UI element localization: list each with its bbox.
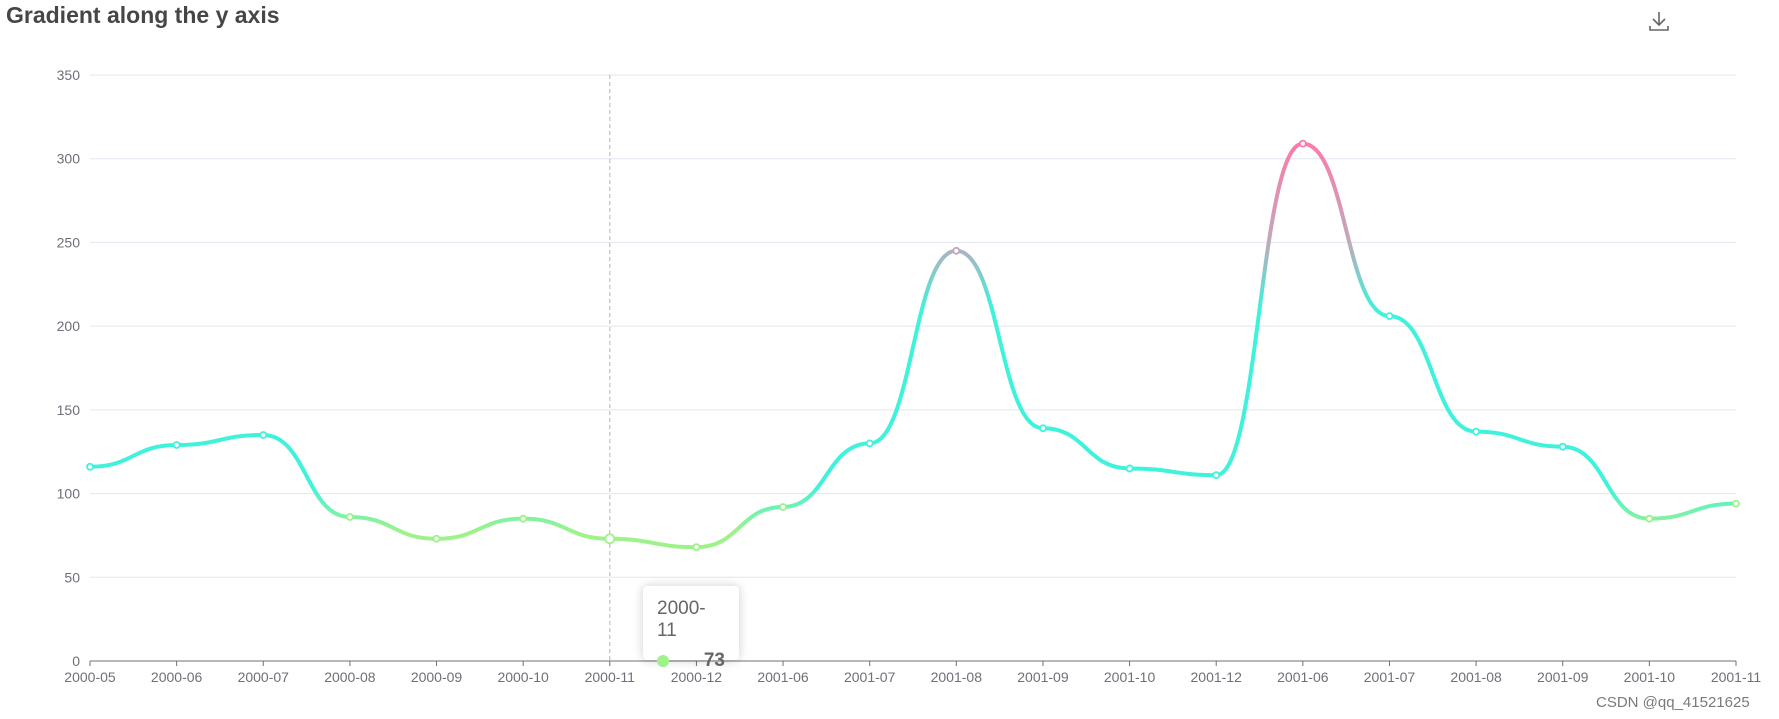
watermark: CSDN @qq_41521625	[1596, 694, 1750, 711]
tooltip: 2000-11 73	[643, 586, 739, 671]
series-line	[89, 141, 1737, 550]
x-tick-label: 2001-07	[1364, 669, 1416, 685]
x-tick-label: 2000-05	[64, 669, 116, 685]
data-point[interactable]	[952, 246, 961, 255]
y-tick-label: 50	[64, 569, 80, 585]
data-point[interactable]	[1298, 139, 1307, 148]
x-tick-label: 2001-08	[931, 669, 983, 685]
x-tick-label: 2000-12	[671, 669, 723, 685]
grid-lines	[90, 74, 1736, 578]
y-tick-label: 300	[57, 151, 81, 167]
x-tick-label: 2000-08	[324, 669, 376, 685]
x-tick-label: 2001-11	[1711, 669, 1762, 685]
y-tick-label: 250	[57, 234, 81, 250]
y-tick-label: 350	[57, 67, 81, 83]
download-icon[interactable]	[1646, 8, 1672, 34]
data-point[interactable]	[1645, 514, 1654, 523]
y-tick-label: 0	[72, 653, 80, 669]
chart-title: Gradient along the y axis	[6, 2, 280, 28]
x-tick-label: 2001-07	[844, 669, 896, 685]
data-point[interactable]	[1558, 442, 1567, 451]
x-tick-label: 2000-07	[238, 669, 290, 685]
x-axis: 2000-05 2000-06 2000-07 2000-08 2000-09 2000-…	[64, 660, 1762, 685]
x-tick-label: 2000-09	[411, 669, 463, 685]
x-tick-label: 2000-10	[497, 669, 549, 685]
data-point[interactable]	[86, 462, 94, 471]
y-axis: 0 50 100 150 200 250 300 350	[57, 67, 81, 669]
data-point[interactable]	[1125, 464, 1134, 473]
tooltip-value: 73	[703, 650, 725, 671]
data-point[interactable]	[604, 533, 616, 545]
x-tick-label: 2001-09	[1017, 669, 1069, 685]
y-tick-label: 100	[57, 486, 81, 502]
tooltip-marker	[657, 655, 669, 667]
x-tick-label: 2001-06	[1277, 669, 1329, 685]
y-tick-label: 150	[57, 402, 81, 418]
data-point[interactable]	[865, 439, 874, 448]
data-point[interactable]	[432, 534, 441, 543]
data-point[interactable]	[1212, 471, 1221, 480]
x-tick-label: 2001-10	[1624, 669, 1676, 685]
x-tick-label: 2001-06	[757, 669, 809, 685]
data-point[interactable]	[779, 503, 787, 511]
tooltip-category: 2000-11	[657, 598, 706, 641]
y-tick-label: 200	[57, 318, 81, 334]
data-point[interactable]	[259, 431, 268, 439]
data-point[interactable]	[1472, 427, 1481, 436]
x-tick-label: 2001-09	[1537, 669, 1589, 685]
data-points	[86, 139, 1740, 552]
data-point[interactable]	[1039, 424, 1047, 433]
data-point[interactable]	[1385, 312, 1394, 320]
data-point[interactable]	[692, 543, 701, 552]
data-point[interactable]	[172, 441, 181, 449]
data-point[interactable]	[519, 514, 528, 523]
x-tick-label: 2000-11	[585, 669, 636, 685]
data-point[interactable]	[345, 513, 354, 521]
x-tick-label: 2000-06	[151, 669, 203, 685]
x-tick-label: 2001-08	[1450, 669, 1502, 685]
x-tick-label: 2001-10	[1104, 669, 1156, 685]
x-tick-label: 2001-12	[1191, 669, 1243, 685]
data-point[interactable]	[1732, 499, 1740, 508]
